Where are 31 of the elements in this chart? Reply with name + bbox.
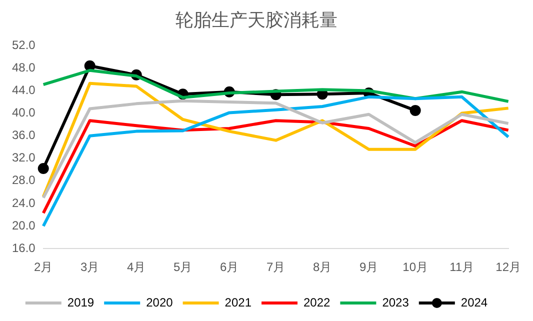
chart-title: 轮胎生产天胶消耗量 [176, 10, 338, 30]
legend-label: 2022 [304, 295, 331, 310]
y-tick-label: 40.0 [12, 106, 36, 120]
legend-label: 2023 [382, 295, 410, 310]
x-tick-label: 11月 [450, 260, 474, 274]
x-tick-label: 9月 [359, 260, 378, 274]
point [84, 60, 96, 72]
x-tick-label: 7月 [266, 260, 286, 274]
point [38, 163, 49, 174]
x-tick-label: 6月 [220, 260, 239, 274]
y-tick-label: 20.0 [12, 218, 36, 232]
legend-label: 2021 [224, 295, 252, 310]
x-tick-label: 10月 [402, 260, 428, 274]
y-tick-label: 48.0 [12, 60, 36, 74]
x-tick-label: 5月 [174, 260, 192, 274]
x-tick-label: 2月 [34, 260, 53, 274]
x-tick-label: 4月 [127, 260, 146, 274]
y-tick-label: 28.0 [12, 173, 36, 188]
x-tick-label: 3月 [80, 260, 100, 274]
y-tick-label: 16.0 [12, 240, 36, 255]
y-tick-label: 36.0 [12, 128, 36, 142]
y-tick-label: 44.0 [12, 83, 36, 98]
legend-label: 2019 [67, 295, 94, 310]
legend-label: 2020 [146, 295, 174, 310]
point [410, 104, 421, 116]
y-tick-label: 24.0 [12, 196, 36, 210]
x-tick-label: 12月 [496, 260, 522, 274]
legend-label: 2024 [460, 295, 488, 310]
x-tick-label: 8月 [312, 260, 332, 274]
y-tick-label: 32.0 [12, 150, 36, 165]
y-tick-label: 52.0 [12, 38, 36, 52]
